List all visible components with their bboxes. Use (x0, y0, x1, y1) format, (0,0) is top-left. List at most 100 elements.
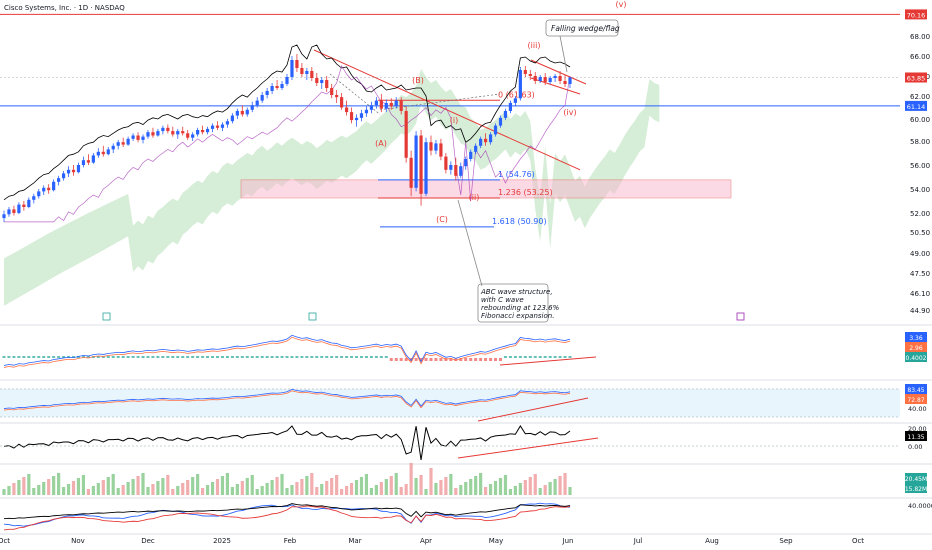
candle-body (81, 160, 86, 165)
time-label: Jun (562, 537, 574, 545)
volume-bar (508, 489, 513, 495)
macd-hist-bar (563, 356, 567, 358)
macd-hist-bar (474, 358, 478, 361)
wave-label: (iv) (563, 108, 576, 117)
macd-hist-bar (479, 358, 483, 361)
volume-bar (543, 485, 547, 495)
macd-hist-bar (265, 356, 269, 358)
volume-bar (2, 489, 6, 495)
macd-hist-bar (17, 356, 21, 358)
candle-body (156, 131, 160, 136)
macd-hist-bar (414, 358, 418, 361)
macd-hist-bar (469, 358, 473, 361)
macd-hist-bar (146, 356, 150, 358)
signal-line (3, 336, 571, 368)
candle-body (394, 100, 398, 107)
wave-label: (B) (412, 76, 424, 85)
candle-body (479, 138, 483, 146)
time-label: Oct (852, 537, 864, 545)
macd-hist-bar (181, 356, 185, 358)
macd-hist-bar (230, 356, 234, 358)
volume-bar (225, 473, 230, 495)
indicator-badge (905, 394, 927, 404)
candle-body (498, 117, 503, 126)
volume-bar (245, 478, 249, 495)
candle-body (503, 110, 508, 118)
candle-body (245, 109, 249, 115)
candle-body (270, 86, 274, 91)
time-label: Mar (348, 537, 361, 545)
volume-bar (424, 489, 428, 495)
candle-body (121, 142, 125, 145)
candle-body (424, 142, 428, 194)
indicator-badge-text: 15.82M (905, 486, 927, 493)
macd-hist-bar (260, 356, 264, 358)
macd-hist-bar (484, 358, 488, 361)
volume-bar (171, 489, 175, 495)
macd-hist-bar (434, 358, 438, 361)
candle-body (126, 138, 130, 145)
price-tick: 66.00 (910, 53, 930, 61)
time-label: Apr (420, 537, 432, 545)
candle-body (300, 68, 304, 74)
candle-body (459, 166, 463, 176)
candle-body (250, 105, 254, 110)
time-label: May (489, 537, 503, 545)
time-label: Aug (705, 537, 719, 545)
volume-bar (479, 473, 483, 495)
volume-bar (121, 485, 125, 495)
candle-body (255, 100, 259, 106)
macd-hist-bar (315, 356, 319, 358)
candle-body (181, 131, 185, 134)
candle-body (454, 165, 458, 176)
volume-bar (553, 479, 557, 495)
candle-body (449, 165, 453, 170)
volume-bar (389, 476, 393, 495)
volume-bar (344, 486, 349, 495)
volume-bar (374, 485, 378, 495)
volume-bar (141, 473, 145, 495)
demand-zone-rect (240, 179, 732, 199)
time-axis[interactable]: Oct Nov Dec 2025 Feb Mar Apr May Jun Jul Aug Sep Oct (0, 537, 864, 545)
macd-hist-bar (335, 356, 339, 358)
candle-body (354, 117, 359, 121)
volume-bar (136, 476, 140, 495)
candle-body (2, 214, 6, 219)
volume-bar (61, 487, 66, 495)
candle-body (533, 76, 537, 81)
abc-note-pointer (457, 199, 483, 287)
macd-hist-bar (81, 356, 85, 358)
macd-hist-bar (131, 356, 135, 358)
candle-body (315, 78, 319, 83)
volume-bar (250, 475, 254, 495)
volume-bar (340, 489, 344, 495)
candle-body (47, 187, 51, 191)
candle-body (553, 76, 557, 78)
wedge-note-text: Falling wedge/flag (551, 24, 620, 33)
candle-body (364, 109, 369, 114)
candle-body (166, 127, 170, 132)
indicator-badge-text: 3.36 (909, 335, 923, 342)
volume-bar (200, 488, 205, 495)
volume-bar (91, 486, 95, 495)
candle-body (404, 110, 408, 158)
macd-hist-bar (439, 358, 443, 361)
candle-body (439, 143, 443, 157)
volume-bar (523, 480, 527, 495)
candle-body (52, 181, 56, 191)
volume-bar (22, 477, 26, 495)
price-tick: 60.00 (910, 116, 930, 124)
candle-body (57, 178, 61, 182)
price-tick: 62.00 (910, 93, 930, 101)
price-axis[interactable]: 68.0066.0064.0062.0060.0058.0056.0054.00… (905, 9, 930, 315)
price-badge (905, 72, 927, 83)
macd-hist-bar (161, 356, 165, 358)
symbol-header: Cisco Systems, Inc. · 1D · NASDAQ (4, 4, 125, 12)
wave-label: (iii) (528, 41, 541, 50)
indicator-tick: 40.00 (908, 405, 927, 413)
macd-hist-bar (270, 356, 274, 358)
wave-label: (v) (616, 0, 627, 9)
volume-bar (196, 474, 200, 495)
